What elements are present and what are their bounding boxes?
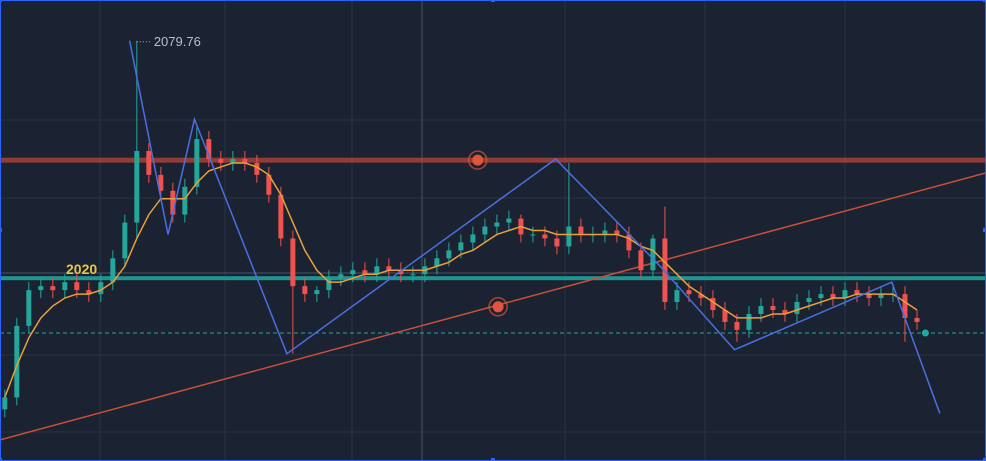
candle-body <box>50 286 56 291</box>
candle-body <box>26 290 32 326</box>
moving-average <box>4 162 918 398</box>
candle-body <box>14 325 20 398</box>
selection-handle <box>0 228 2 232</box>
plot-area: 2079.76 2020 <box>0 34 986 441</box>
candle-body <box>266 174 272 195</box>
candle-body <box>842 290 848 299</box>
candle-body <box>758 306 764 314</box>
candle-body <box>74 282 80 291</box>
selection-handle <box>0 0 2 2</box>
candle-body <box>914 317 920 322</box>
selection-handle <box>983 0 986 2</box>
candle-body <box>446 250 452 259</box>
candle-body <box>782 309 788 314</box>
candle-body <box>326 278 332 291</box>
candle-body <box>494 222 500 227</box>
support-band <box>0 276 986 281</box>
candle-body <box>158 174 164 191</box>
candle-body <box>554 238 560 247</box>
candle-body <box>350 270 356 275</box>
candle-body <box>62 282 68 291</box>
candle-body <box>290 238 296 287</box>
candle-body <box>530 234 536 236</box>
resistance-band <box>0 157 986 163</box>
candle-body <box>578 226 584 235</box>
zigzag-line <box>128 40 941 414</box>
candle-body <box>602 230 608 235</box>
candle-body <box>242 158 248 163</box>
support-label: 2020 <box>66 261 97 277</box>
selection-handle <box>491 458 495 461</box>
selection-handle <box>983 458 986 461</box>
candle-body <box>218 158 224 163</box>
candle-body <box>374 266 380 275</box>
candle-body <box>2 397 8 410</box>
candle-body <box>398 270 404 275</box>
candle-body <box>134 151 140 223</box>
candle-body <box>338 274 344 279</box>
candle-body <box>458 242 464 251</box>
candle-body <box>686 290 692 295</box>
anchor-dot <box>472 154 484 166</box>
candle-body <box>206 139 212 159</box>
candle-body <box>146 151 152 175</box>
candle-body <box>638 250 644 271</box>
anchor-ring <box>467 150 488 170</box>
candle-body <box>482 226 488 235</box>
high-label: 2079.76 <box>154 34 201 49</box>
candle-body <box>98 282 104 295</box>
candle-body <box>542 234 548 239</box>
candle-body <box>86 290 92 295</box>
candle-body <box>470 234 476 243</box>
candle-body <box>182 186 188 215</box>
candle-body <box>674 290 680 303</box>
candle-body <box>566 226 572 247</box>
candle-body <box>302 286 308 295</box>
candle-body <box>122 222 128 259</box>
candle-body <box>194 139 200 187</box>
candle-body <box>506 218 512 223</box>
candle-body <box>110 258 116 283</box>
candle-body <box>254 162 260 175</box>
candle-body <box>722 309 728 322</box>
candle-body <box>794 302 800 314</box>
candle-body <box>650 238 656 271</box>
candle-body <box>38 286 44 291</box>
anchor-dot <box>492 301 504 313</box>
candle-body <box>854 290 860 295</box>
selection-handle <box>983 228 986 232</box>
candle-body <box>314 290 320 295</box>
candle-body <box>746 313 752 330</box>
candle-body <box>902 294 908 318</box>
candle-body <box>230 158 236 163</box>
candle-body <box>434 258 440 267</box>
candle-body <box>410 274 416 276</box>
anchor-ring <box>488 297 508 317</box>
candle-body <box>698 294 704 299</box>
candle-body <box>866 294 872 299</box>
candle-body <box>614 230 620 235</box>
candle-body <box>830 294 836 299</box>
candle-body <box>170 190 176 215</box>
candle-body <box>662 238 668 303</box>
candle-body <box>278 194 284 239</box>
candle-body <box>818 294 824 299</box>
candle-body <box>770 306 776 310</box>
candle-body <box>386 266 392 271</box>
selection-handle <box>0 458 2 461</box>
candle-body <box>734 321 740 330</box>
last-price-dot <box>921 329 929 337</box>
candle-body <box>362 270 368 275</box>
candle-body <box>878 294 884 299</box>
candle-body <box>626 234 632 251</box>
candle-body <box>710 298 716 310</box>
selection-handle <box>491 0 495 2</box>
candle-body <box>806 298 812 303</box>
